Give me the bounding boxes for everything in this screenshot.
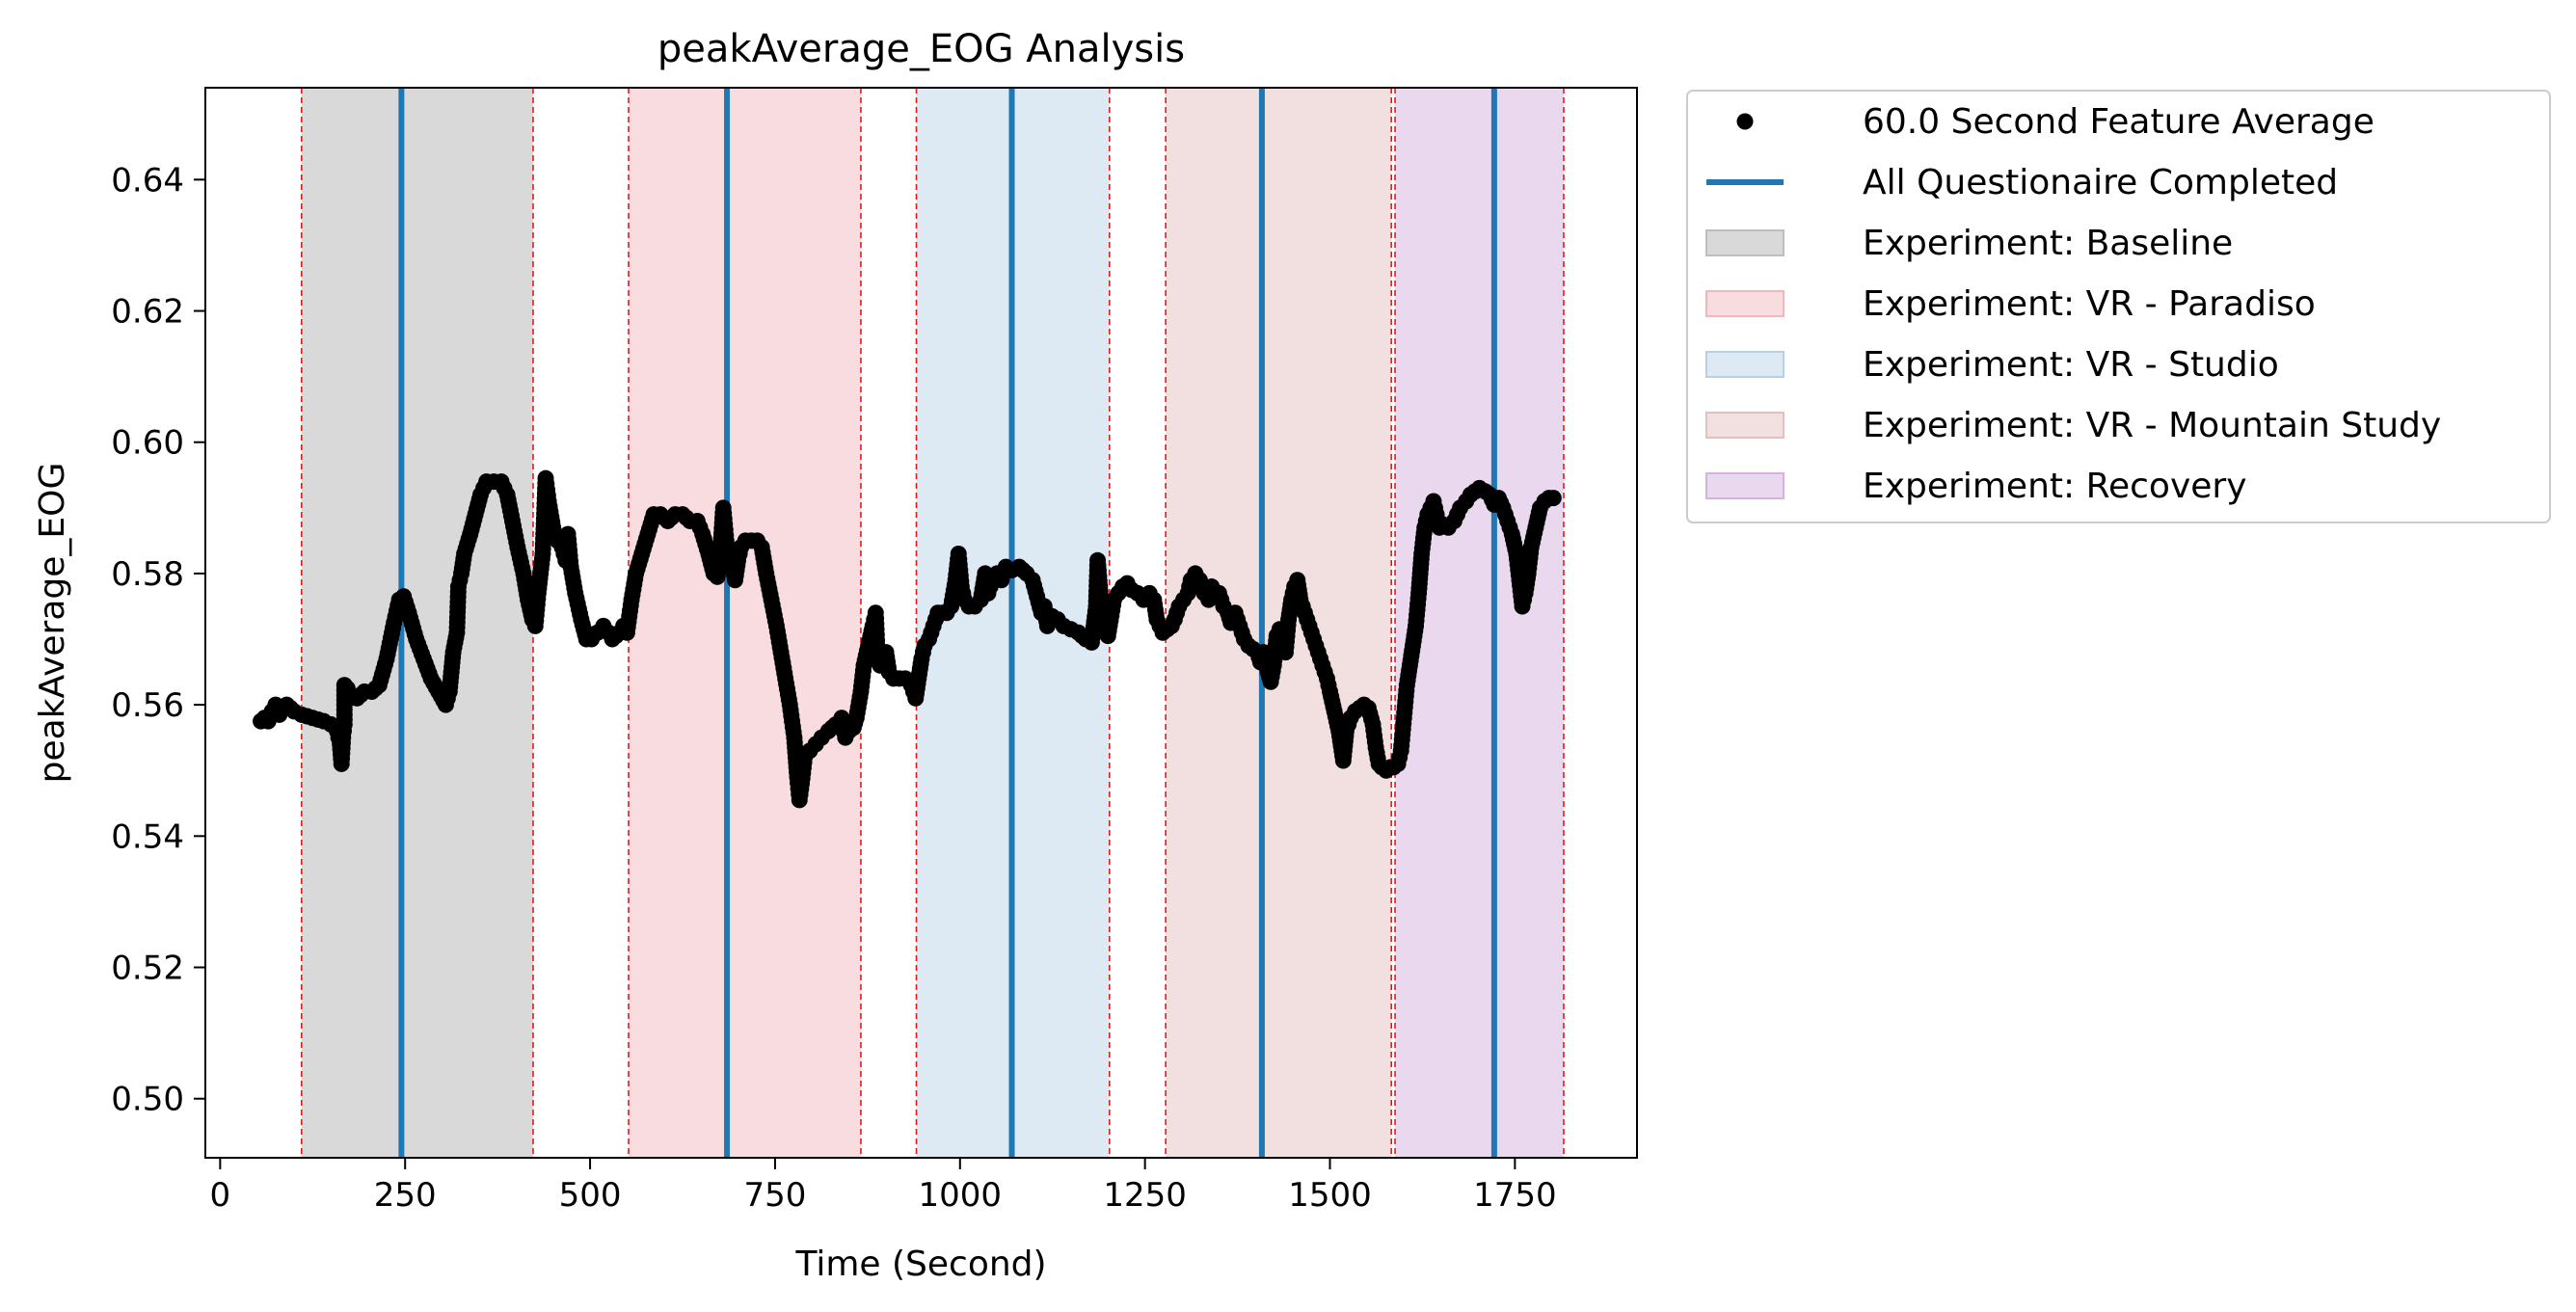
data-point-797 — [1544, 490, 1562, 507]
legend-dot-handle — [1736, 113, 1754, 130]
y-tick-label-6: 0.62 — [111, 293, 184, 332]
x-tick-label-4: 1000 — [919, 1176, 1003, 1215]
x-tick-label-1: 250 — [374, 1176, 437, 1215]
y-tick-label-5: 0.60 — [111, 424, 184, 463]
y-axis-ticks: 0.50 0.52 0.54 0.56 0.58 0.60 0.62 0.64 — [111, 161, 205, 1119]
y-tick-label-2: 0.54 — [111, 817, 184, 856]
legend-box — [1686, 90, 2551, 523]
y-tick-label-1: 0.52 — [111, 950, 184, 988]
x-axis-label: Time (Second) — [794, 1245, 1046, 1284]
legend-patch-5 — [1705, 412, 1784, 439]
x-tick-label-2: 500 — [559, 1176, 622, 1215]
x-axis-ticks: 0 250 500 750 1000 1250 1500 1750 — [210, 1158, 1557, 1215]
x-tick-label-6: 1500 — [1288, 1176, 1372, 1215]
y-tick-label-7: 0.64 — [111, 161, 184, 200]
legend-label-4: Experiment: VR - Studio — [1863, 345, 2279, 385]
region-1 — [628, 88, 861, 1158]
x-tick-label-5: 1250 — [1103, 1176, 1187, 1215]
y-tick-label-4: 0.58 — [111, 555, 184, 594]
questionnaire-completed-lines — [398, 88, 1497, 1158]
legend-label-3: Experiment: VR - Paradiso — [1863, 284, 2316, 324]
plot-frame — [204, 87, 1638, 1159]
legend-label-1: All Questionaire Completed — [1863, 163, 2338, 202]
legend-patch-3 — [1705, 290, 1784, 317]
feature-average-points — [253, 469, 1562, 809]
chart-title: peakAverage_EOG Analysis — [657, 27, 1185, 71]
legend-label-6: Experiment: Recovery — [1863, 467, 2247, 506]
legend-patch-6 — [1705, 472, 1784, 499]
y-tick-label-3: 0.56 — [111, 686, 184, 725]
legend-patch-4 — [1705, 351, 1784, 378]
x-tick-label-0: 0 — [210, 1176, 231, 1215]
legend-label-0: 60.0 Second Feature Average — [1863, 102, 2375, 142]
legend: 60.0 Second Feature Average All Questiona… — [1686, 90, 2551, 523]
y-tick-label-0: 0.50 — [111, 1081, 184, 1119]
legend-label-5: Experiment: VR - Mountain Study — [1863, 406, 2441, 445]
x-tick-label-7: 1750 — [1473, 1176, 1557, 1215]
legend-patch-2 — [1705, 229, 1784, 256]
legend-label-2: Experiment: Baseline — [1863, 224, 2233, 263]
x-tick-label-3: 750 — [743, 1176, 806, 1215]
y-axis-label: peakAverage_EOG — [33, 463, 72, 784]
